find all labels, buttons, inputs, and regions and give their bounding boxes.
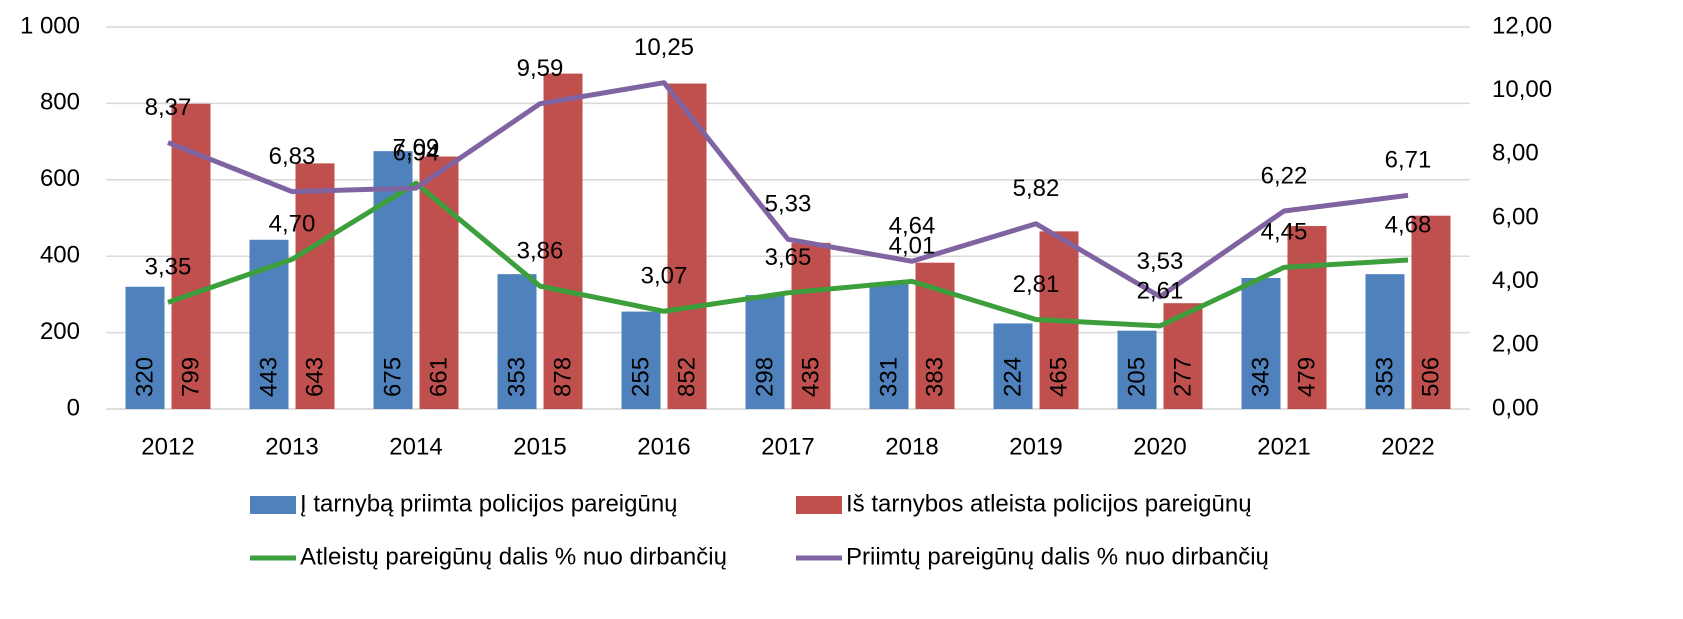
- x-tick-label: 2015: [513, 433, 566, 460]
- legend-swatch: [796, 496, 842, 514]
- x-tick-label: 2014: [389, 433, 442, 460]
- line-series: [167, 180, 1409, 329]
- bar-value-label: 255: [627, 357, 654, 397]
- line-value-label: 6,94: [393, 139, 440, 166]
- y-tick-label: 800: [40, 89, 80, 116]
- line-value-label: 3,65: [765, 244, 812, 271]
- bar: [621, 311, 661, 409]
- bar: [1287, 226, 1327, 409]
- bar-value-label: 799: [177, 357, 204, 397]
- line-value-label: 6,22: [1261, 162, 1308, 189]
- bar-value-label: 852: [673, 357, 700, 397]
- line-value-label: 9,59: [517, 55, 564, 82]
- legend-label: Iš tarnybos atleista policijos pareigūnų: [846, 490, 1252, 517]
- x-tick-label: 2022: [1381, 433, 1434, 460]
- y2-tick-label: 4,00: [1492, 267, 1539, 294]
- legend-label: Į tarnybą priimta policijos pareigūnų: [300, 490, 678, 517]
- x-tick-label: 2012: [141, 433, 194, 460]
- y2-tick-label: 2,00: [1492, 331, 1539, 358]
- bar: [667, 83, 707, 409]
- bar-value-label: 383: [921, 357, 948, 397]
- bar: [1365, 274, 1405, 409]
- line-value-label: 4,01: [889, 233, 936, 260]
- bar-value-label: 479: [1293, 357, 1320, 397]
- line-value-label: 3,35: [145, 254, 192, 281]
- line-value-label: 6,71: [1385, 147, 1432, 174]
- bar: [125, 286, 165, 409]
- bar: [993, 323, 1033, 409]
- bar-value-label: 320: [131, 357, 158, 397]
- x-tick-label: 2018: [885, 433, 938, 460]
- line-value-label: 4,45: [1261, 219, 1308, 246]
- x-tick-label: 2013: [265, 433, 318, 460]
- bar-value-label: 661: [425, 357, 452, 397]
- y-tick-label: 200: [40, 318, 80, 345]
- legend-label: Priimtų pareigūnų dalis % nuo dirbančių: [846, 543, 1269, 570]
- line-value-label: 8,37: [145, 94, 192, 121]
- line-value-label: 2,61: [1137, 277, 1184, 304]
- legend-label: Atleistų pareigūnų dalis % nuo dirbančių: [300, 543, 727, 570]
- line-value-label: 5,82: [1013, 175, 1060, 202]
- line-value-label: 7,09: [393, 135, 440, 162]
- line-value-label: 3,53: [1137, 248, 1184, 275]
- y2-tick-label: 12,00: [1492, 12, 1552, 39]
- bar: [869, 282, 909, 409]
- y-tick-label: 400: [40, 242, 80, 269]
- y-tick-label: 0: [67, 394, 80, 421]
- bar: [543, 73, 583, 409]
- line-series: [167, 80, 1409, 300]
- bar: [745, 295, 785, 409]
- line-value-label: 5,33: [765, 191, 812, 218]
- x-tick-label: 2017: [761, 433, 814, 460]
- y-tick-label: 1 000: [20, 12, 80, 39]
- bar: [1411, 215, 1451, 409]
- bar-value-label: 277: [1169, 357, 1196, 397]
- y2-tick-label: 10,00: [1492, 76, 1552, 103]
- y2-tick-label: 0,00: [1492, 394, 1539, 421]
- bar: [1241, 277, 1281, 409]
- bar-value-label: 643: [301, 357, 328, 397]
- legend-swatch: [250, 496, 296, 514]
- line-value-label: 10,25: [634, 34, 694, 61]
- bar-value-label: 353: [1371, 357, 1398, 397]
- bar: [791, 242, 831, 409]
- y-tick-label: 600: [40, 165, 80, 192]
- x-tick-label: 2016: [637, 433, 690, 460]
- bar-value-label: 878: [549, 357, 576, 397]
- line-value-label: 3,07: [641, 263, 688, 290]
- bar-value-label: 506: [1417, 357, 1444, 397]
- bar: [295, 163, 335, 409]
- line-value-label: 4,68: [1385, 211, 1432, 238]
- bar: [373, 151, 413, 409]
- y2-tick-label: 6,00: [1492, 203, 1539, 230]
- bar-value-label: 675: [379, 357, 406, 397]
- x-tick-label: 2021: [1257, 433, 1310, 460]
- bar-value-label: 443: [255, 357, 282, 397]
- bar-value-label: 435: [797, 357, 824, 397]
- bar: [497, 274, 537, 409]
- bar-value-label: 343: [1247, 357, 1274, 397]
- bar-value-label: 205: [1123, 357, 1150, 397]
- bar-value-label: 224: [999, 357, 1026, 397]
- bar-value-label: 353: [503, 357, 530, 397]
- bar: [1117, 330, 1157, 409]
- bar-value-label: 298: [751, 357, 778, 397]
- line-value-label: 6,83: [269, 143, 316, 170]
- line-value-label: 4,70: [269, 211, 316, 238]
- x-tick-label: 2019: [1009, 433, 1062, 460]
- bar-value-label: 331: [875, 357, 902, 397]
- line-value-label: 3,86: [517, 237, 564, 264]
- line-value-label: 2,81: [1013, 271, 1060, 298]
- x-tick-label: 2020: [1133, 433, 1186, 460]
- line-value-label: 4,64: [889, 213, 936, 240]
- bar: [419, 156, 459, 409]
- bar-value-label: 465: [1045, 357, 1072, 397]
- y2-tick-label: 8,00: [1492, 140, 1539, 167]
